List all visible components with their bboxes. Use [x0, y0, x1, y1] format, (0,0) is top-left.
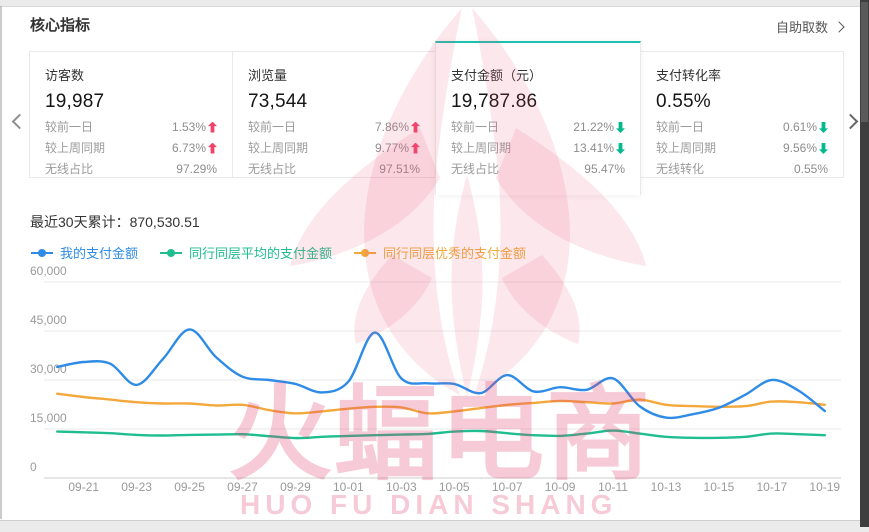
row-value: 1.53% [171, 120, 206, 134]
metric-card-visitors[interactable]: 访客数 19,987 较前一日 1.53% 较上周同期 6.73% 无线占比 97.2… [29, 51, 233, 178]
panel-left-edge [0, 6, 2, 519]
row-value: 7.86% [374, 120, 409, 134]
row-label: 较上周同期 [45, 141, 106, 155]
row-label: 无线占比 [248, 162, 297, 176]
metric-card-conversion-rate[interactable]: 支付转化率 0.55% 较前一日 0.61% 较上周同期 9.56% 无线转化 0.5… [640, 51, 844, 178]
row-value: 13.41% [573, 141, 614, 155]
down-arrow-icon [819, 122, 828, 133]
svg-text:09-27: 09-27 [227, 480, 258, 494]
svg-text:15,000: 15,000 [30, 411, 67, 425]
card-value: 19,787.86 [451, 91, 538, 112]
row-value: 97.51% [379, 162, 420, 176]
card-title: 支付金额（元） [451, 68, 543, 83]
row-value: 97.29% [176, 162, 217, 176]
legend-label: 同行同层平均的支付金额 [189, 246, 333, 261]
svg-text:10-01: 10-01 [333, 480, 364, 494]
row-value: 9.77% [374, 141, 409, 155]
svg-text:10-03: 10-03 [386, 480, 417, 494]
row-value: 95.47% [584, 162, 625, 176]
row-label: 无线占比 [45, 162, 94, 176]
svg-text:10-11: 10-11 [598, 480, 628, 494]
row-label: 无线占比 [451, 162, 500, 176]
legend-label: 我的支付金额 [60, 246, 139, 261]
legend-label: 同行同层优秀的支付金额 [383, 246, 527, 261]
card-value: 19,987 [45, 91, 105, 112]
card-value: 73,544 [248, 91, 308, 112]
legend-line-dot-icon [354, 248, 377, 257]
row-label: 较前一日 [248, 120, 297, 134]
chevron-right-icon [833, 20, 845, 33]
chart-legend: 我的支付金额 同行同层平均的支付金额 同行同层优秀的支付金额 [31, 243, 548, 262]
card-title: 访客数 [45, 68, 85, 83]
row-value: 21.22% [573, 120, 614, 134]
row-value: 6.73% [171, 141, 206, 155]
row-label: 较前一日 [656, 120, 705, 134]
legend-item-peer-excellent[interactable]: 同行同层优秀的支付金额 [354, 243, 526, 262]
legend-line-dot-icon [160, 248, 183, 257]
row-label: 较前一日 [451, 120, 500, 134]
metric-card-pageviews[interactable]: 浏览量 73,544 较前一日 7.86% 较上周同期 9.77% 无线占比 97.5… [232, 51, 436, 178]
svg-text:09-25: 09-25 [174, 480, 205, 494]
svg-text:10-15: 10-15 [704, 480, 735, 494]
svg-text:10-19: 10-19 [809, 480, 840, 494]
legend-line-dot-icon [31, 248, 53, 257]
svg-text:10-07: 10-07 [492, 480, 523, 494]
card-title: 浏览量 [248, 68, 288, 83]
svg-text:10-09: 10-09 [545, 480, 576, 494]
svg-text:60,000: 60,000 [30, 264, 67, 278]
svg-text:30,000: 30,000 [30, 362, 67, 376]
row-label: 较上周同期 [451, 141, 512, 155]
legend-item-peer-average[interactable]: 同行同层平均的支付金额 [160, 243, 332, 262]
page-title: 核心指标 [30, 17, 91, 34]
svg-text:09-23: 09-23 [121, 480, 152, 494]
svg-text:10-05: 10-05 [439, 480, 470, 494]
metric-card-payment-amount[interactable]: 支付金额（元） 19,787.86 较前一日 21.22% 较上周同期 13.41%… [435, 41, 641, 195]
self-service-data-link[interactable]: 自助取数 [775, 17, 845, 36]
svg-text:09-21: 09-21 [68, 480, 99, 494]
down-arrow-icon [819, 143, 828, 154]
svg-text:10-13: 10-13 [651, 480, 682, 494]
row-label: 较上周同期 [656, 141, 717, 155]
down-arrow-icon [616, 122, 625, 133]
svg-text:10-17: 10-17 [756, 480, 787, 494]
down-arrow-icon [616, 143, 625, 154]
row-value: 0.55% [793, 162, 828, 176]
legend-item-mine[interactable]: 我的支付金额 [31, 243, 138, 262]
thirty-day-total: 最近30天累计：870,530.51 [30, 214, 200, 230]
scrollbar-thumb[interactable] [861, 2, 868, 122]
row-label: 无线转化 [656, 162, 705, 176]
svg-text:09-29: 09-29 [280, 480, 311, 494]
up-arrow-icon [208, 121, 217, 133]
payment-trend-chart: 0 15,000 30,000 45,000 60,000 09-21 09-23 09-25… [30, 264, 841, 494]
metric-cards: 访客数 19,987 较前一日 1.53% 较上周同期 6.73% 无线占比 97.2… [29, 41, 845, 195]
card-value: 0.55% [656, 91, 711, 112]
svg-text:45,000: 45,000 [30, 313, 67, 327]
up-arrow-icon [208, 142, 217, 154]
row-label: 较上周同期 [248, 141, 309, 155]
row-value: 9.56% [782, 141, 817, 155]
up-arrow-icon [411, 121, 420, 133]
card-title: 支付转化率 [656, 68, 722, 83]
svg-text:0: 0 [30, 460, 37, 474]
self-service-label: 自助取数 [775, 20, 828, 35]
row-label: 较前一日 [45, 120, 94, 134]
row-value: 0.61% [782, 120, 817, 134]
browser-scrollbar[interactable] [860, 0, 869, 527]
up-arrow-icon [411, 142, 420, 154]
